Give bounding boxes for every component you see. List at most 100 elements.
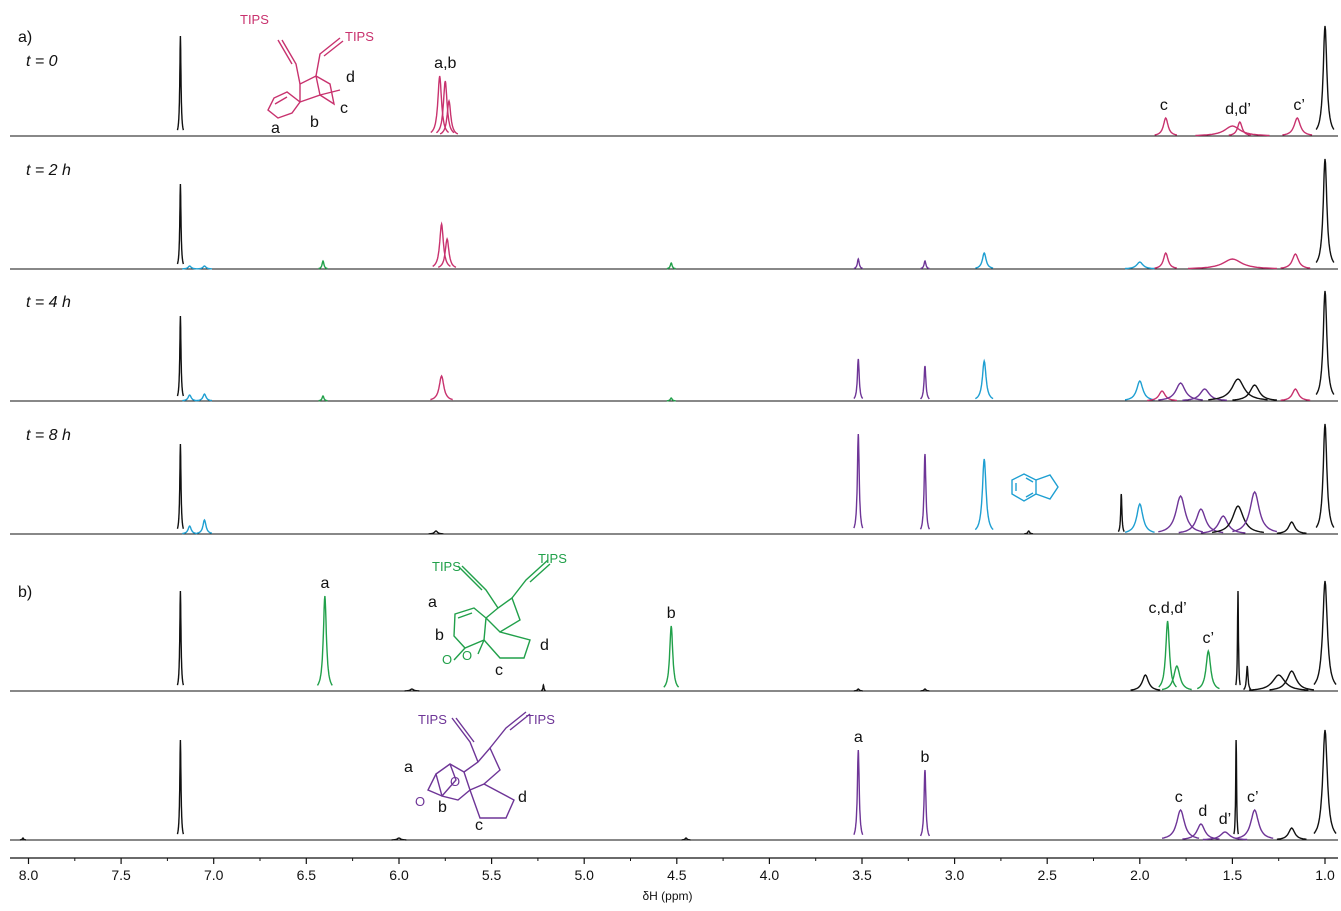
- trace-label-t4: t = 4 h: [26, 294, 71, 311]
- spectrum-peak: [853, 257, 863, 270]
- peak-annotation: c’: [1293, 97, 1305, 114]
- x-tick-label: 4.0: [760, 867, 780, 883]
- spectrum-peak: [1154, 116, 1178, 136]
- spectrum-peak: [1232, 384, 1277, 401]
- spectra-group: [10, 25, 1338, 841]
- spectrum-peak: [1276, 827, 1307, 840]
- spectrum-peak: [318, 395, 328, 402]
- spectrum-trace: [10, 158, 1338, 270]
- peak-annotation: a: [854, 729, 863, 746]
- peak-annotation: b: [667, 605, 676, 622]
- peak-annotation: c’: [1247, 789, 1259, 806]
- x-axis: 8.0 7.5 7.0 6.5 6.0 5.5 5.0 4.5 4.0 3.5 3.0 2.5 2.0 1…: [10, 857, 1338, 903]
- spectrum-peak: [1208, 378, 1268, 401]
- spectrum-peak: [404, 688, 420, 692]
- spectrum-peak: [1154, 251, 1178, 269]
- spectrum-peak: [975, 251, 994, 269]
- s1-tips-right: TIPS: [345, 29, 374, 44]
- spectrum-peak: [1232, 490, 1278, 533]
- spectrum-trace: [10, 290, 1338, 402]
- x-tick-label: 7.5: [111, 867, 131, 883]
- spectrum-peak: [1158, 494, 1203, 533]
- spectrum-peak: [439, 98, 459, 135]
- spectrum-peak: [1236, 808, 1274, 839]
- spectrum-peak: [1249, 674, 1309, 691]
- spectrum-trace: [10, 580, 1338, 692]
- spectrum-peak: [853, 749, 864, 836]
- spectrum-peak: [666, 397, 676, 402]
- spectrum-peak: [1315, 423, 1335, 528]
- spectrum-peak: [1315, 25, 1335, 130]
- spectrum-peak: [176, 183, 185, 265]
- spectrum-peak: [920, 688, 930, 692]
- spectrum-peak: [1158, 620, 1177, 688]
- s2-label-c: c: [495, 662, 503, 679]
- spectrum-peak: [1276, 521, 1307, 534]
- spectrum-peak: [1161, 808, 1200, 839]
- spectrum-peak: [1124, 379, 1155, 401]
- spectrum-peak: [540, 683, 546, 692]
- spectrum-peak: [316, 595, 333, 686]
- x-tick-label: 2.5: [1037, 867, 1057, 883]
- spectrum-peak: [19, 837, 27, 841]
- peak-annotation: c,d,d’: [1148, 600, 1186, 617]
- spectrum-peak: [1313, 729, 1337, 834]
- spectrum-peak: [438, 237, 457, 268]
- trace-label-t2: t = 2 h: [26, 162, 71, 179]
- x-tick-label: 3.5: [852, 867, 872, 883]
- spectrum-peak: [176, 315, 185, 397]
- spectrum-peak: [1211, 505, 1265, 534]
- spectrum-peak: [1178, 508, 1224, 534]
- s3-label-c: c: [475, 817, 483, 834]
- s1-tips-left: TIPS: [240, 12, 269, 27]
- spectrum-peak: [666, 262, 676, 270]
- spectrum-peak: [681, 837, 691, 841]
- spectrum-peak: [1161, 664, 1192, 691]
- indane-structure: [1011, 473, 1059, 502]
- structure-endoperoxide: [453, 559, 551, 661]
- spectrum-peak: [1280, 388, 1311, 401]
- spectrum-peak: [1182, 388, 1227, 401]
- spectrum-peak: [1202, 831, 1248, 841]
- spectrum-peak: [1147, 390, 1177, 402]
- spectrum-peak: [663, 625, 680, 688]
- s3-label-b: b: [438, 799, 447, 816]
- x-tick-label: 4.5: [667, 867, 687, 883]
- s3-label-a: a: [404, 759, 413, 776]
- spectrum-peak: [919, 769, 931, 837]
- spectrum-peak: [1243, 665, 1252, 691]
- trace-label-t0: t = 0: [26, 53, 58, 70]
- peak-annotation: c: [1160, 97, 1168, 114]
- s2-label-a: a: [428, 594, 437, 611]
- x-tick-label: 8.0: [19, 867, 39, 883]
- spectrum-peak: [318, 259, 328, 270]
- peak-annotation: c’: [1203, 630, 1215, 647]
- spectrum-peak: [1235, 590, 1241, 686]
- s3-oxygen-2: O: [415, 794, 425, 809]
- x-tick-label: 6.5: [297, 867, 317, 883]
- spectrum-peak: [435, 80, 455, 134]
- s2-tips-right: TIPS: [538, 551, 567, 566]
- s2-tips-left: TIPS: [432, 559, 461, 574]
- peak-annotation: c: [1175, 789, 1183, 806]
- x-tick-label: 1.0: [1315, 867, 1335, 883]
- peak-annotation: b: [921, 749, 930, 766]
- x-tick-label: 6.0: [389, 867, 409, 883]
- spectrum-peak: [391, 837, 407, 841]
- spectrum-peak: [430, 75, 450, 134]
- panel-label-a: a): [18, 29, 32, 46]
- spectrum-peak: [1117, 493, 1125, 533]
- spectrum-peak: [919, 453, 931, 530]
- spectrum-peak: [1188, 258, 1277, 270]
- spectrum-trace: [10, 729, 1338, 841]
- spectrum-peak: [430, 374, 453, 401]
- spectrum-peak: [176, 35, 185, 131]
- x-tick-label: 1.5: [1223, 867, 1243, 883]
- spectrum-peak: [975, 358, 994, 400]
- peak-annotation: a,b: [434, 55, 456, 72]
- spectrum-peak: [182, 265, 198, 270]
- x-axis-label: δH (ppm): [642, 889, 692, 903]
- s1-label-c: c: [340, 100, 348, 117]
